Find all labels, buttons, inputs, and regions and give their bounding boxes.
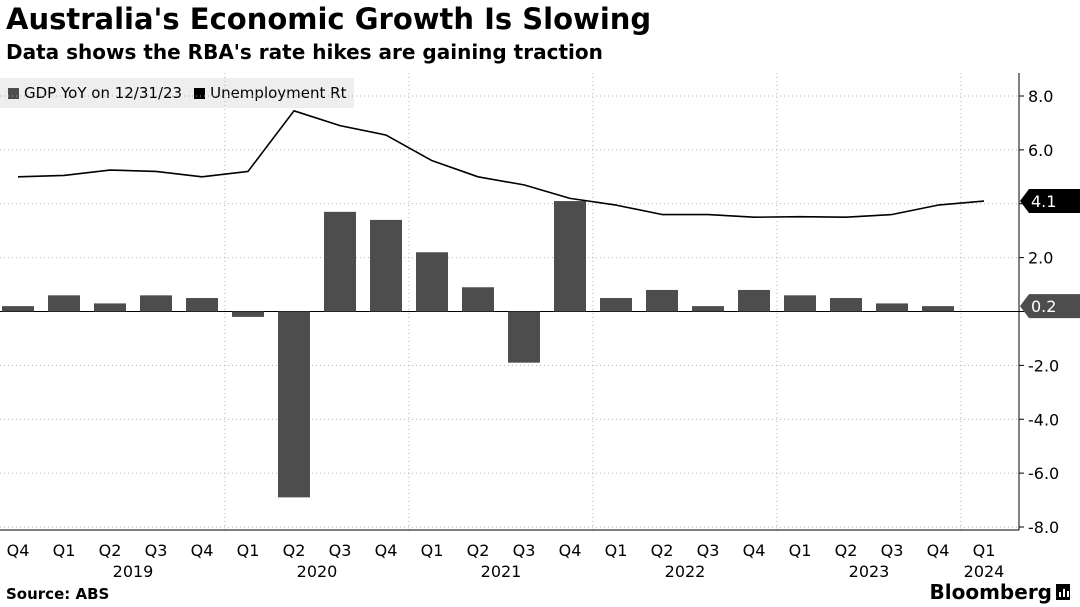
gdp-bar [2, 306, 34, 312]
x-tick-label: Q1 [421, 541, 444, 560]
legend-label-gdp: GDP YoY on 12/31/23 [24, 84, 183, 102]
x-tick-label: Q2 [467, 541, 490, 560]
legend-item-gdp: GDP YoY on 12/31/23 [8, 84, 182, 102]
gdp-bar [370, 219, 402, 312]
gdp-bar [232, 311, 264, 317]
gdp-bar [922, 306, 954, 312]
x-tick-label: Q4 [191, 541, 214, 560]
value-marker [1020, 189, 1080, 214]
gdp-bar [48, 295, 80, 312]
gdp-bar [830, 298, 862, 312]
x-tick-label: Q1 [973, 541, 996, 560]
brand-name: Bloomberg [929, 580, 1052, 604]
x-tick-label: Q4 [743, 541, 766, 560]
value-marker-label: 4.1 [1031, 192, 1056, 211]
x-tick-label: Q3 [513, 541, 536, 560]
x-year-label: 2020 [297, 562, 338, 581]
y-tick-label: 2.0 [1028, 249, 1053, 268]
gdp-bar [554, 201, 586, 312]
y-tick-label: 8.0 [1028, 87, 1053, 106]
unemployment-line [17, 110, 985, 219]
x-tick-label: Q4 [927, 541, 950, 560]
x-tick-label: Q4 [375, 541, 398, 560]
x-tick-label: Q4 [559, 541, 582, 560]
x-tick-label: Q3 [881, 541, 904, 560]
brand-logo: Bloomberg [930, 580, 1070, 604]
gdp-bar [94, 303, 126, 312]
source-note: Source: ABS [6, 585, 110, 603]
x-year-label: 2023 [849, 562, 890, 581]
x-year-label: 2022 [665, 562, 706, 581]
gdp-bar [186, 298, 218, 312]
y-tick-label: -8.0 [1028, 518, 1059, 537]
gdp-bar [278, 311, 310, 498]
gdp-bar [462, 287, 494, 312]
gdp-bar [784, 295, 816, 312]
gdp-bar [140, 295, 172, 312]
gdp-bar [324, 211, 356, 312]
x-year-label: 2024 [964, 562, 1005, 581]
x-tick-label: Q3 [329, 541, 352, 560]
legend-swatch-gdp [8, 87, 19, 99]
x-tick-label: Q2 [651, 541, 674, 560]
x-year-label: 2021 [481, 562, 522, 581]
gdp-bar [508, 311, 540, 363]
x-tick-label: Q4 [7, 541, 30, 560]
legend-item-unemployment: Unemployment Rt [194, 84, 346, 102]
x-tick-label: Q1 [789, 541, 812, 560]
gdp-bar [646, 289, 678, 312]
legend-swatch-unemployment [194, 87, 206, 99]
x-tick-label: Q3 [145, 541, 168, 560]
legend-label-unemployment: Unemployment Rt [210, 84, 347, 102]
bloomberg-mark-icon [1056, 584, 1070, 600]
x-tick-label: Q1 [605, 541, 628, 560]
chart-title: Australia's Economic Growth Is Slowing [6, 2, 652, 36]
chart-subtitle: Data shows the RBA's rate hikes are gain… [6, 40, 603, 64]
gdp-bar [600, 298, 632, 312]
gdp-bar [692, 306, 724, 312]
y-tick-label: -2.0 [1028, 356, 1059, 375]
x-tick-label: Q2 [283, 541, 306, 560]
gdp-bar [416, 252, 448, 312]
legend: GDP YoY on 12/31/23 Unemployment Rt [0, 78, 355, 108]
x-year-label: 2019 [113, 562, 154, 581]
value-marker [1020, 294, 1080, 319]
y-tick-label: -6.0 [1028, 464, 1059, 483]
y-tick-label: 6.0 [1028, 141, 1053, 160]
x-tick-label: Q1 [237, 541, 260, 560]
y-tick-label: -4.0 [1028, 410, 1059, 429]
x-tick-label: Q2 [835, 541, 858, 560]
x-tick-label: Q3 [697, 541, 720, 560]
gdp-bar [738, 289, 770, 312]
x-tick-label: Q2 [99, 541, 122, 560]
x-tick-label: Q1 [53, 541, 76, 560]
gdp-bar [876, 303, 908, 312]
value-marker-label: 0.2 [1031, 297, 1056, 316]
